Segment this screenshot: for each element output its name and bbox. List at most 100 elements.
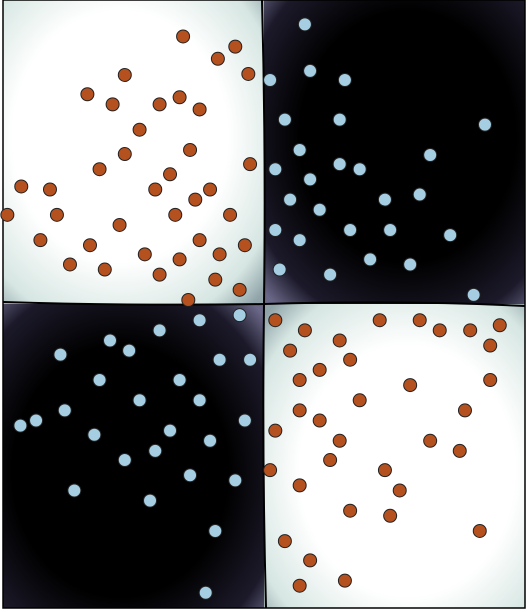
point xyxy=(243,157,258,172)
point xyxy=(483,373,498,387)
point xyxy=(277,112,292,127)
point xyxy=(172,90,187,105)
point xyxy=(412,187,427,202)
point xyxy=(323,267,338,282)
point xyxy=(377,192,392,207)
point xyxy=(92,162,107,177)
point xyxy=(163,423,178,438)
point xyxy=(152,323,167,338)
point xyxy=(372,313,387,328)
point xyxy=(122,343,137,358)
point xyxy=(132,393,147,408)
point xyxy=(92,373,107,387)
point xyxy=(183,468,198,483)
point xyxy=(83,238,97,253)
point xyxy=(192,233,207,248)
point xyxy=(312,362,327,377)
point xyxy=(203,433,218,448)
point xyxy=(292,233,307,248)
points xyxy=(0,17,507,600)
point xyxy=(53,347,68,362)
point xyxy=(283,343,298,358)
point xyxy=(243,352,258,367)
point xyxy=(117,453,132,468)
point xyxy=(268,423,283,438)
point xyxy=(148,443,163,458)
point xyxy=(183,142,198,157)
point xyxy=(188,192,203,207)
point xyxy=(33,233,48,248)
point xyxy=(466,287,481,302)
point xyxy=(292,373,307,387)
point xyxy=(210,51,225,66)
point xyxy=(268,223,283,238)
point xyxy=(268,313,283,328)
point xyxy=(198,585,213,600)
point xyxy=(97,262,112,277)
point xyxy=(117,147,132,162)
point xyxy=(137,247,152,262)
point xyxy=(277,534,292,549)
point xyxy=(49,207,64,222)
point xyxy=(343,503,358,518)
point xyxy=(168,207,183,222)
point xyxy=(176,29,191,44)
point xyxy=(212,247,227,262)
point xyxy=(263,73,278,88)
point xyxy=(337,573,352,588)
point xyxy=(303,553,318,568)
point xyxy=(223,207,238,222)
point xyxy=(477,117,492,132)
point xyxy=(117,67,132,82)
point xyxy=(232,282,247,297)
point xyxy=(412,313,427,328)
point xyxy=(212,352,227,367)
point xyxy=(148,182,163,197)
point xyxy=(492,318,507,333)
point xyxy=(443,228,458,243)
point xyxy=(13,418,28,433)
point xyxy=(152,267,167,282)
point xyxy=(383,223,398,238)
point xyxy=(332,112,347,127)
point xyxy=(377,463,392,478)
point xyxy=(163,167,178,182)
point xyxy=(132,122,147,137)
point xyxy=(283,192,298,207)
point xyxy=(303,172,318,187)
point xyxy=(172,252,187,267)
point xyxy=(268,162,283,177)
point xyxy=(332,333,347,348)
point xyxy=(292,142,307,157)
point xyxy=(352,393,367,408)
point xyxy=(292,403,307,418)
point xyxy=(263,463,278,478)
point xyxy=(292,578,307,593)
point xyxy=(80,87,95,102)
point xyxy=(297,323,312,338)
point xyxy=(237,238,252,253)
point xyxy=(105,97,120,112)
point xyxy=(241,66,256,81)
point xyxy=(232,308,247,323)
point xyxy=(0,207,15,222)
point xyxy=(363,252,378,267)
point xyxy=(432,323,447,338)
point xyxy=(272,262,287,277)
point xyxy=(303,63,318,78)
point xyxy=(203,182,218,197)
point xyxy=(292,478,307,493)
point xyxy=(57,403,72,418)
point xyxy=(332,433,347,448)
point xyxy=(332,157,347,172)
point xyxy=(181,292,196,307)
point xyxy=(14,179,29,194)
point xyxy=(143,493,158,508)
point xyxy=(42,182,57,197)
point xyxy=(192,313,207,328)
point xyxy=(403,257,418,272)
point xyxy=(297,17,312,32)
point xyxy=(228,473,243,488)
point xyxy=(312,202,327,217)
point xyxy=(343,352,358,367)
